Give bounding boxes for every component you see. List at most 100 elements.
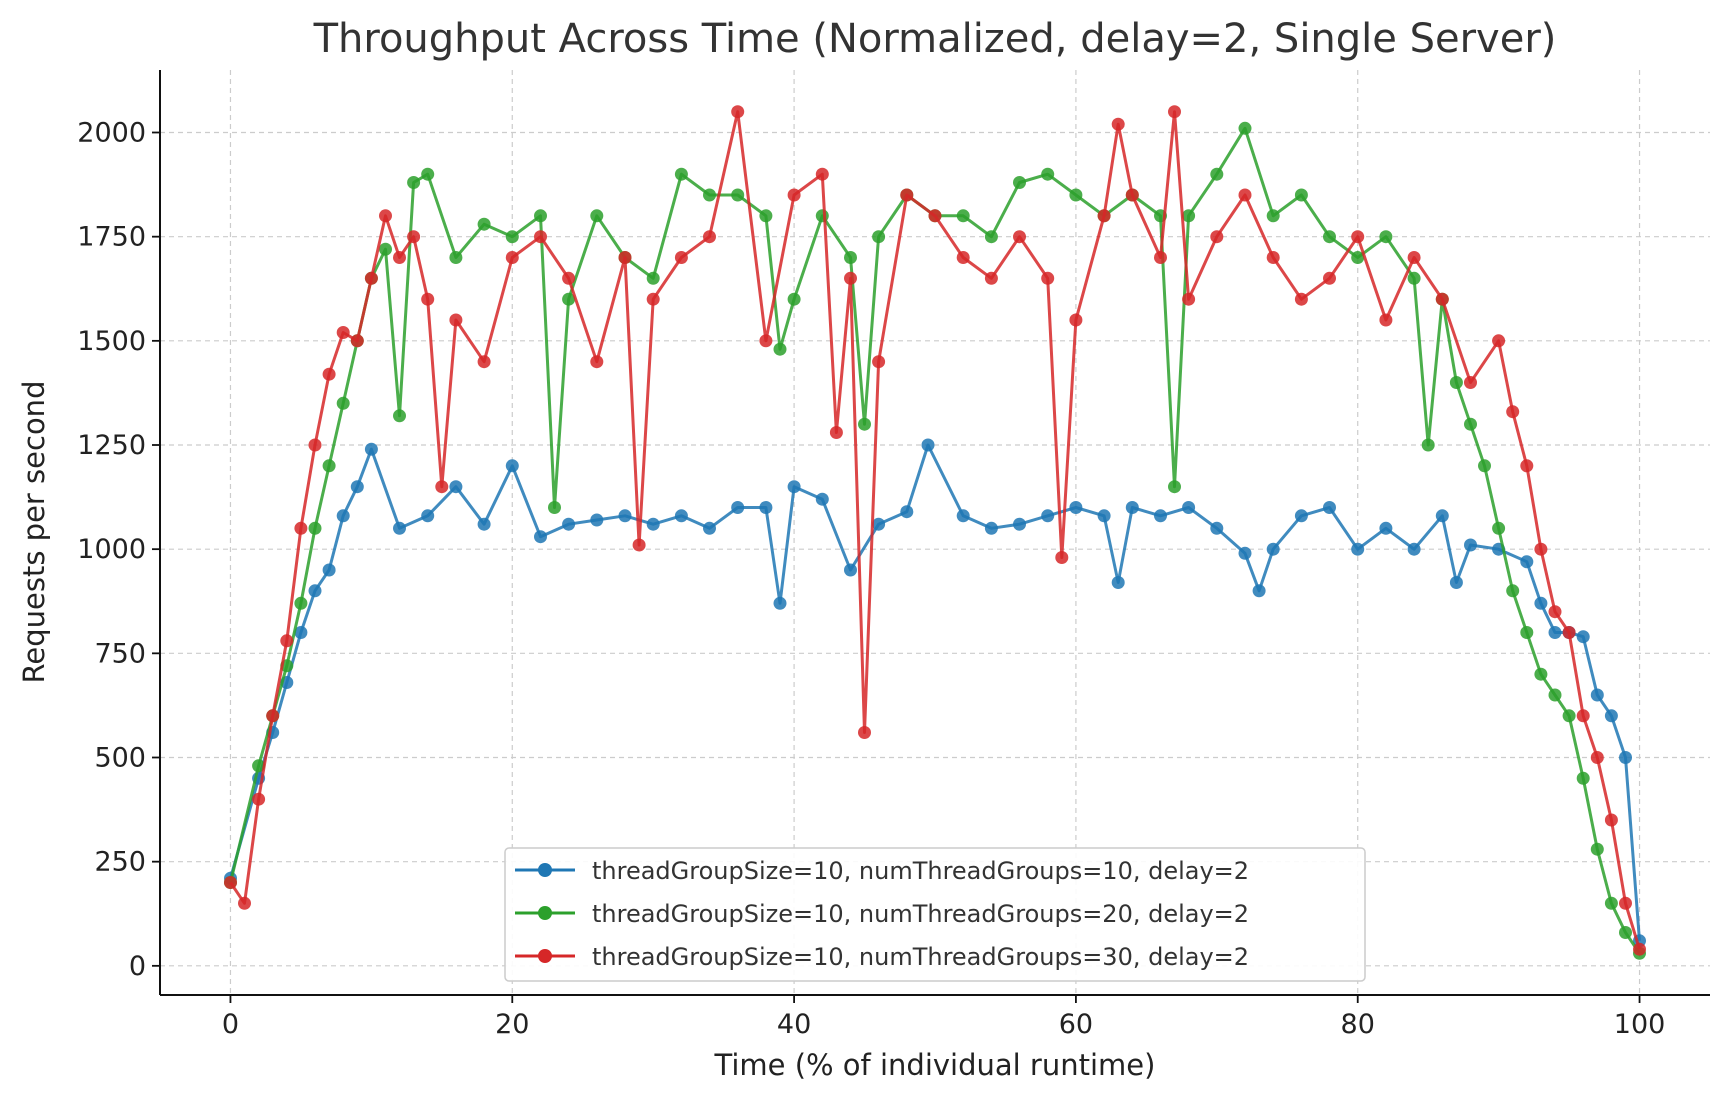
x-tick-label: 80 — [1341, 1009, 1375, 1040]
data-point — [1421, 438, 1435, 452]
data-point — [1182, 501, 1196, 514]
data-point — [1590, 688, 1604, 702]
data-point — [1323, 501, 1336, 514]
data-point — [224, 876, 237, 889]
data-point — [548, 501, 561, 514]
data-point — [984, 230, 998, 244]
data-point — [928, 209, 942, 223]
legend-box — [504, 847, 1366, 982]
data-point — [1069, 188, 1083, 202]
data-point — [1464, 538, 1477, 552]
data-point — [1464, 417, 1477, 431]
series-line — [229, 126, 1641, 955]
data-point — [759, 334, 773, 348]
data-point — [703, 521, 716, 535]
data-point — [1590, 751, 1604, 764]
data-point — [731, 501, 745, 514]
data-point — [1590, 842, 1604, 856]
data-point — [1323, 230, 1336, 244]
data-point — [646, 517, 660, 531]
data-point — [1351, 230, 1365, 244]
data-point — [1407, 542, 1421, 556]
legend-entry: threadGroupSize=10, numThreadGroups=30, … — [515, 943, 1249, 971]
data-point — [590, 513, 604, 527]
data-point — [1266, 209, 1280, 223]
data-point — [787, 188, 801, 202]
data-point — [449, 251, 463, 264]
data-point — [1154, 509, 1167, 523]
data-point — [505, 251, 519, 264]
data-point — [477, 217, 491, 231]
y-tick-label: 1250 — [77, 430, 146, 461]
data-point — [858, 726, 871, 739]
data-point — [1266, 542, 1280, 556]
data-point — [1238, 546, 1252, 560]
data-point — [379, 242, 392, 256]
data-point — [703, 188, 716, 202]
data-point — [674, 509, 688, 523]
data-point — [858, 417, 871, 431]
data-point — [674, 167, 688, 181]
data-point — [618, 251, 632, 264]
data-point — [815, 209, 829, 223]
data-point — [393, 409, 406, 423]
data-point — [322, 459, 336, 473]
data-point — [1013, 230, 1026, 244]
series-group — [224, 105, 1646, 956]
data-point — [266, 709, 280, 723]
data-point — [350, 480, 364, 494]
ticks: 0 20 40 60 80 1000250500750100012501500175020… — [77, 118, 1665, 1041]
data-point — [1266, 251, 1280, 264]
data-point — [1351, 251, 1365, 264]
data-point — [1520, 459, 1534, 473]
data-point — [956, 251, 970, 264]
data-point — [562, 517, 576, 531]
data-point — [1520, 626, 1534, 639]
data-point — [1125, 501, 1139, 514]
data-point — [562, 292, 576, 306]
data-point — [1097, 509, 1111, 523]
data-point — [1548, 688, 1562, 702]
data-point — [1294, 188, 1308, 202]
data-point — [984, 521, 998, 535]
data-point — [1182, 292, 1196, 306]
data-point — [1041, 167, 1055, 181]
data-point — [449, 313, 463, 327]
series-line — [229, 110, 1641, 950]
data-point — [590, 209, 604, 223]
data-point — [1520, 555, 1534, 569]
data-point — [252, 759, 266, 773]
x-axis-label: Time (% of individual runtime) — [714, 1048, 1156, 1082]
data-point — [1154, 251, 1167, 264]
data-point — [421, 292, 435, 306]
data-point — [1351, 542, 1365, 556]
data-point — [1041, 509, 1055, 523]
data-point — [921, 438, 935, 452]
data-point — [1492, 521, 1506, 535]
data-point — [421, 509, 435, 523]
data-point — [1168, 105, 1181, 119]
data-point — [1534, 667, 1548, 681]
data-point — [294, 596, 308, 610]
data-point — [956, 509, 970, 523]
chart-title: Throughput Across Time (Normalized, dela… — [313, 16, 1557, 62]
data-point — [280, 634, 294, 648]
data-point — [534, 230, 547, 244]
data-point — [590, 355, 604, 369]
data-point — [1111, 117, 1125, 131]
y-tick-label: 750 — [94, 638, 146, 669]
legend-label: threadGroupSize=10, numThreadGroups=30, … — [592, 943, 1249, 971]
legend: threadGroupSize=10, numThreadGroups=10, … — [504, 847, 1366, 982]
series-layer — [224, 105, 1646, 960]
data-point — [1449, 576, 1463, 589]
data-point — [1562, 626, 1576, 639]
data-point — [703, 230, 716, 244]
data-point — [1576, 771, 1590, 785]
data-point — [393, 521, 406, 535]
data-point — [1210, 167, 1224, 181]
legend-swatch-marker — [538, 863, 552, 877]
data-point — [1125, 188, 1139, 202]
y-tick-label: 500 — [94, 743, 146, 774]
data-point — [336, 509, 350, 523]
y-tick-label: 2000 — [77, 118, 146, 149]
